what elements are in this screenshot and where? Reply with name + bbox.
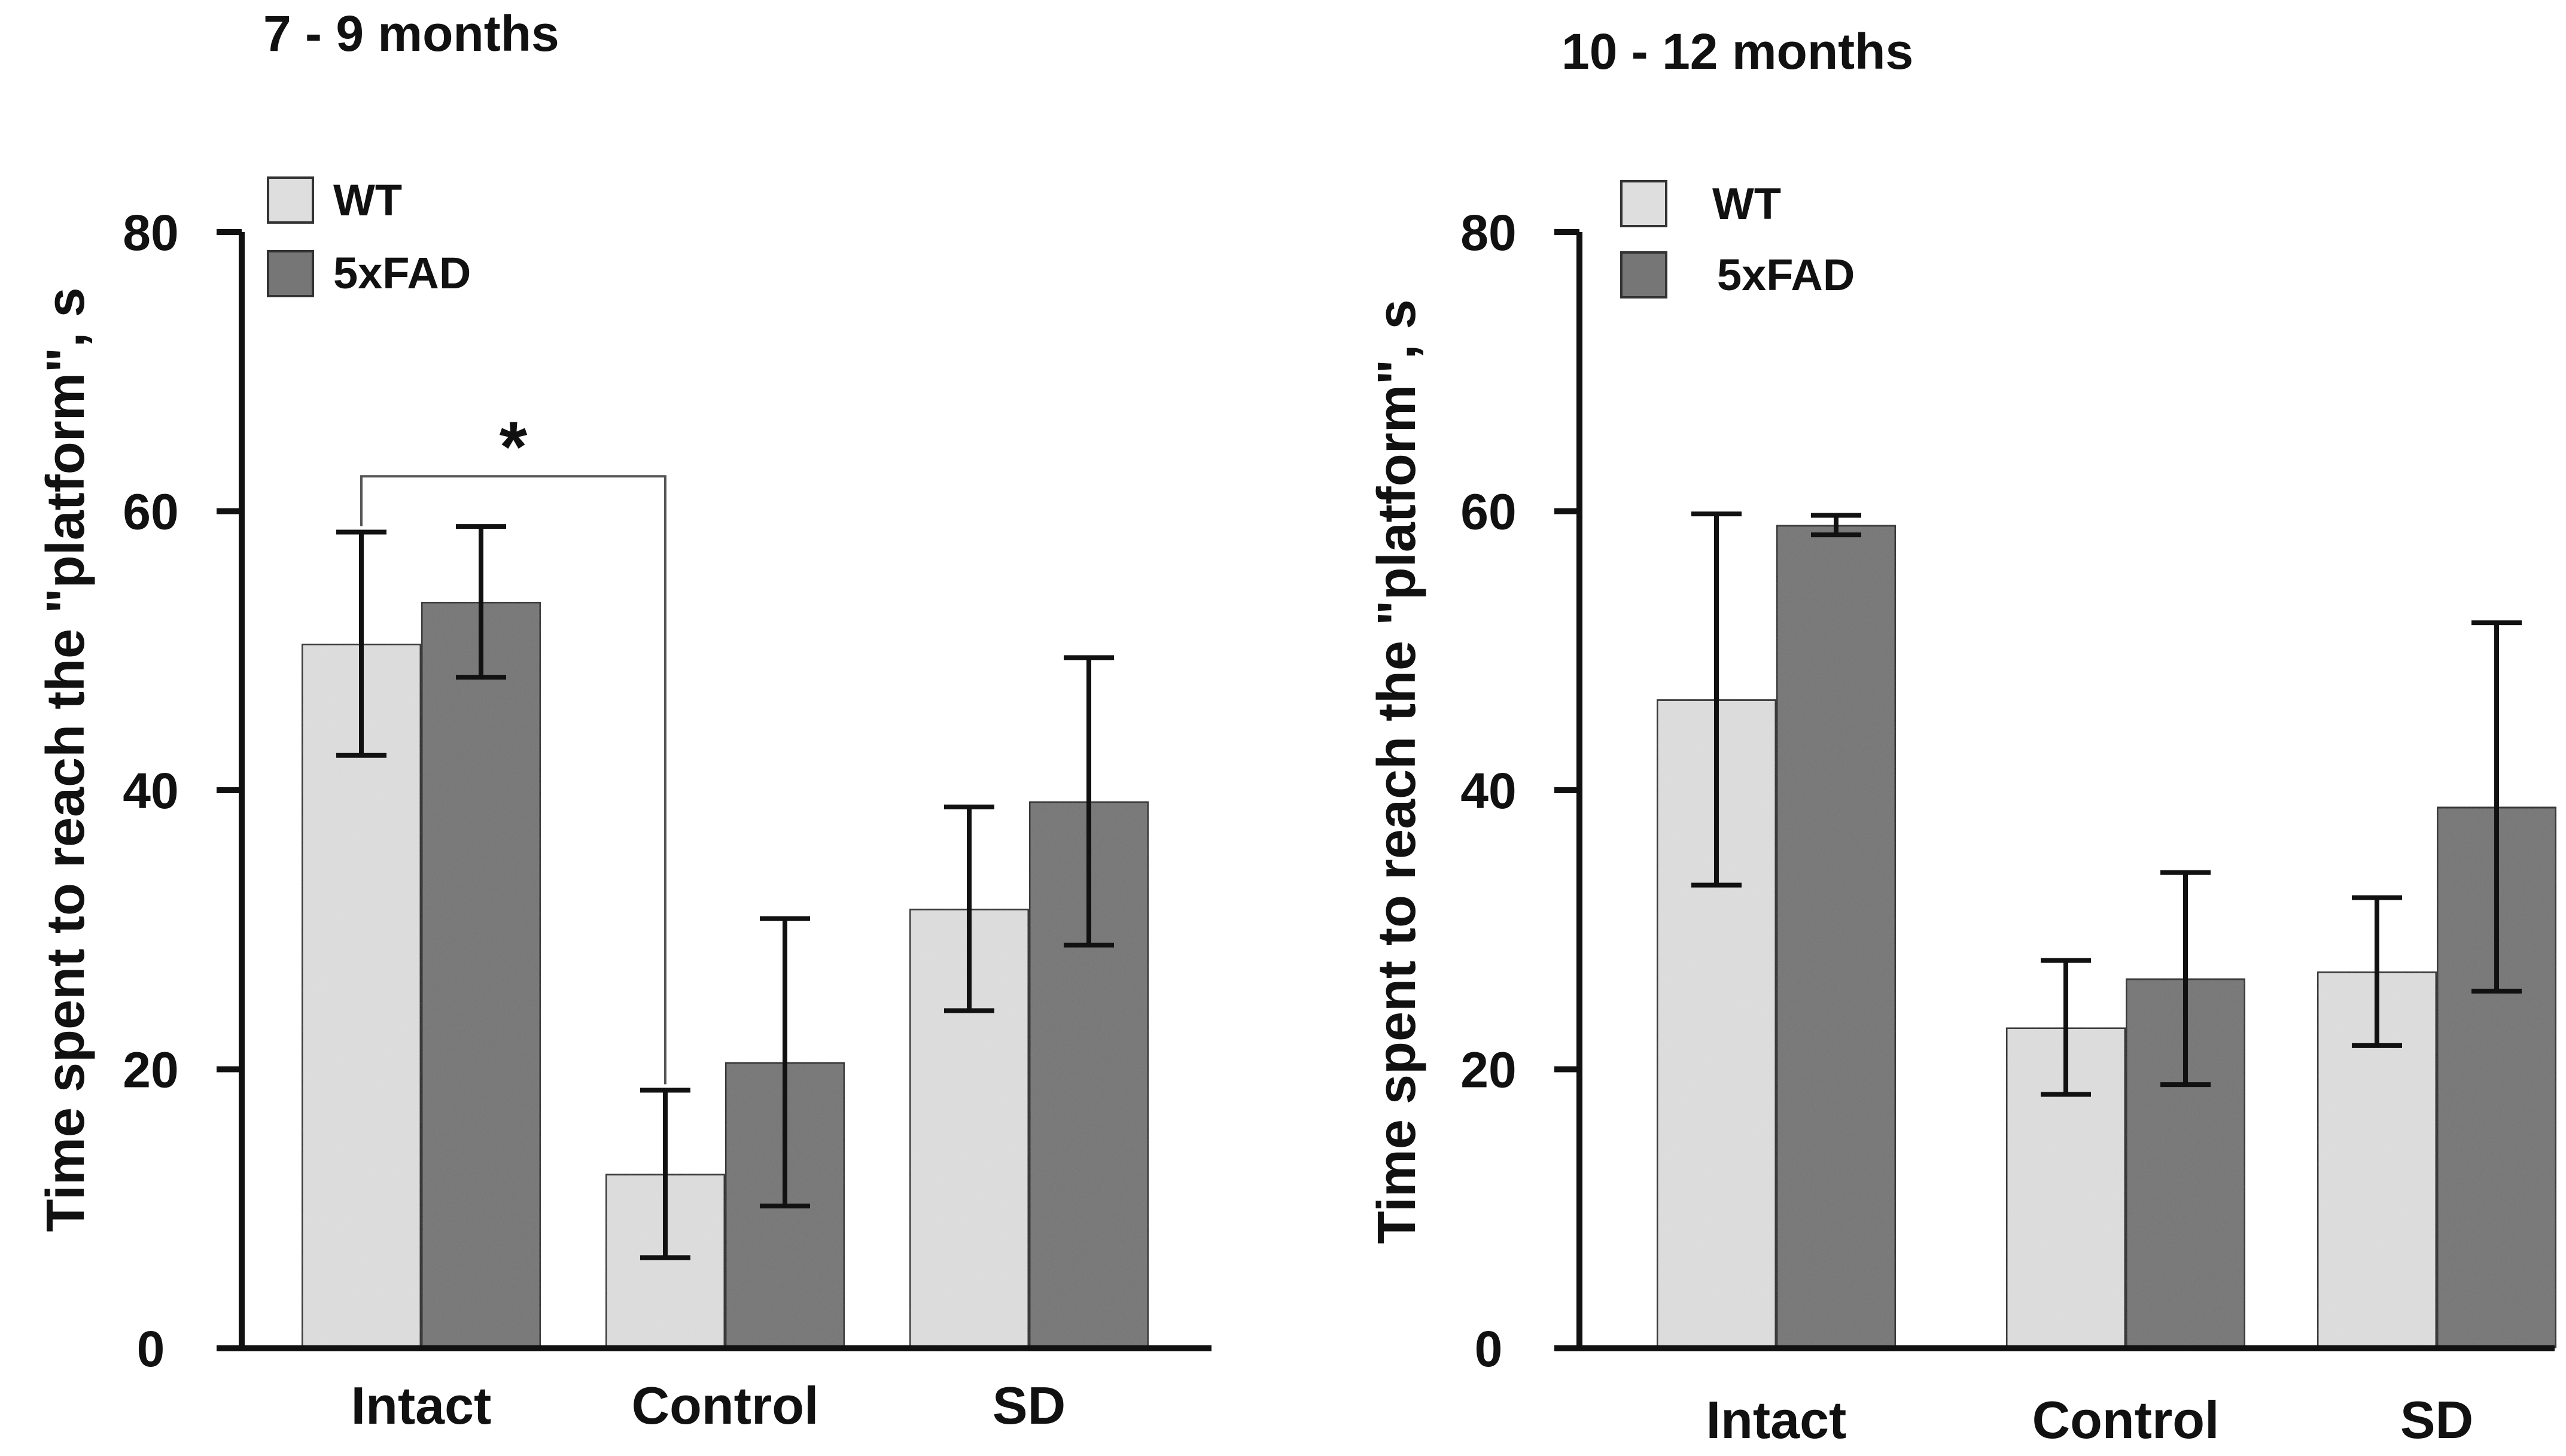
error-bar-5xfad-control <box>2160 870 2211 1088</box>
legend-swatch-5xfad <box>1620 251 1667 298</box>
significance-star: * <box>500 407 528 487</box>
legend-label-5xfad: 5xFAD <box>1717 250 1855 300</box>
y-tick-label: 0 <box>137 1321 165 1377</box>
chart-title: 7 - 9 months <box>263 5 559 62</box>
y-axis-label: Time spent to reach the "platform", s <box>1367 300 1427 1244</box>
category-label-sd: SD <box>2400 1390 2473 1449</box>
y-tick-label: 0 <box>1475 1321 1503 1377</box>
category-label-intact: Intact <box>351 1376 492 1435</box>
category-label-control: Control <box>632 1376 819 1435</box>
error-bar-wt-intact <box>1691 511 1742 888</box>
bar-5xfad-intact <box>1774 523 1898 1350</box>
plot-area: 0 20 40 60 80 Intact Control SD <box>1460 205 2558 1449</box>
category-label-control: Control <box>2032 1390 2220 1449</box>
error-bar-wt-intact <box>336 529 386 758</box>
y-tick-label: 80 <box>1460 205 1516 261</box>
error-bar-wt-control <box>640 1088 690 1260</box>
chart-panel-10-12-months: 10 - 12 months Time spent to reach the "… <box>1367 23 2558 1449</box>
category-label-sd: SD <box>993 1376 1066 1435</box>
y-tick-label: 60 <box>123 484 178 540</box>
chart-panel-7-9-months: 7 - 9 months Time spent to reach the "pl… <box>36 5 1212 1435</box>
bar-5xfad-sd <box>1027 800 1150 1350</box>
y-tick-label: 20 <box>123 1042 178 1098</box>
y-tick-label: 40 <box>1460 763 1516 819</box>
error-bar-5xfad-intact <box>456 524 506 680</box>
y-tick-label: 20 <box>1460 1042 1516 1098</box>
y-tick-label: 40 <box>123 763 178 819</box>
plot-area: 0 20 40 60 80 Intact Control SD * <box>123 205 1150 1435</box>
bar-5xfad-intact <box>419 600 543 1350</box>
legend: WT 5xFAD <box>267 175 471 298</box>
legend-label-5xfad: 5xFAD <box>333 248 471 298</box>
error-bar-5xfad-sd <box>1064 655 1114 948</box>
error-bar-wt-sd <box>2352 895 2402 1048</box>
legend-swatch-5xfad <box>267 250 314 297</box>
y-tick-label: 80 <box>123 205 178 261</box>
y-tick-label: 60 <box>1460 484 1516 540</box>
chart-title: 10 - 12 months <box>1561 23 1913 80</box>
y-axis-label: Time spent to reach the "platform", s <box>36 288 96 1232</box>
error-bar-wt-sd <box>944 804 994 1013</box>
legend-label-wt: WT <box>1712 179 1781 229</box>
error-bar-5xfad-control <box>760 916 810 1209</box>
category-label-intact: Intact <box>1706 1390 1847 1449</box>
error-bar-5xfad-sd <box>2471 620 2522 994</box>
error-bar-5xfad-intact <box>1811 513 1861 538</box>
bar-wt-intact <box>300 642 423 1350</box>
significance-bracket: * <box>360 407 666 1085</box>
error-bar-wt-control <box>2041 958 2091 1097</box>
legend-label-wt: WT <box>333 175 402 225</box>
legend: WT 5xFAD <box>1620 179 1855 300</box>
legend-swatch-wt <box>267 176 314 224</box>
legend-swatch-wt <box>1620 180 1667 227</box>
